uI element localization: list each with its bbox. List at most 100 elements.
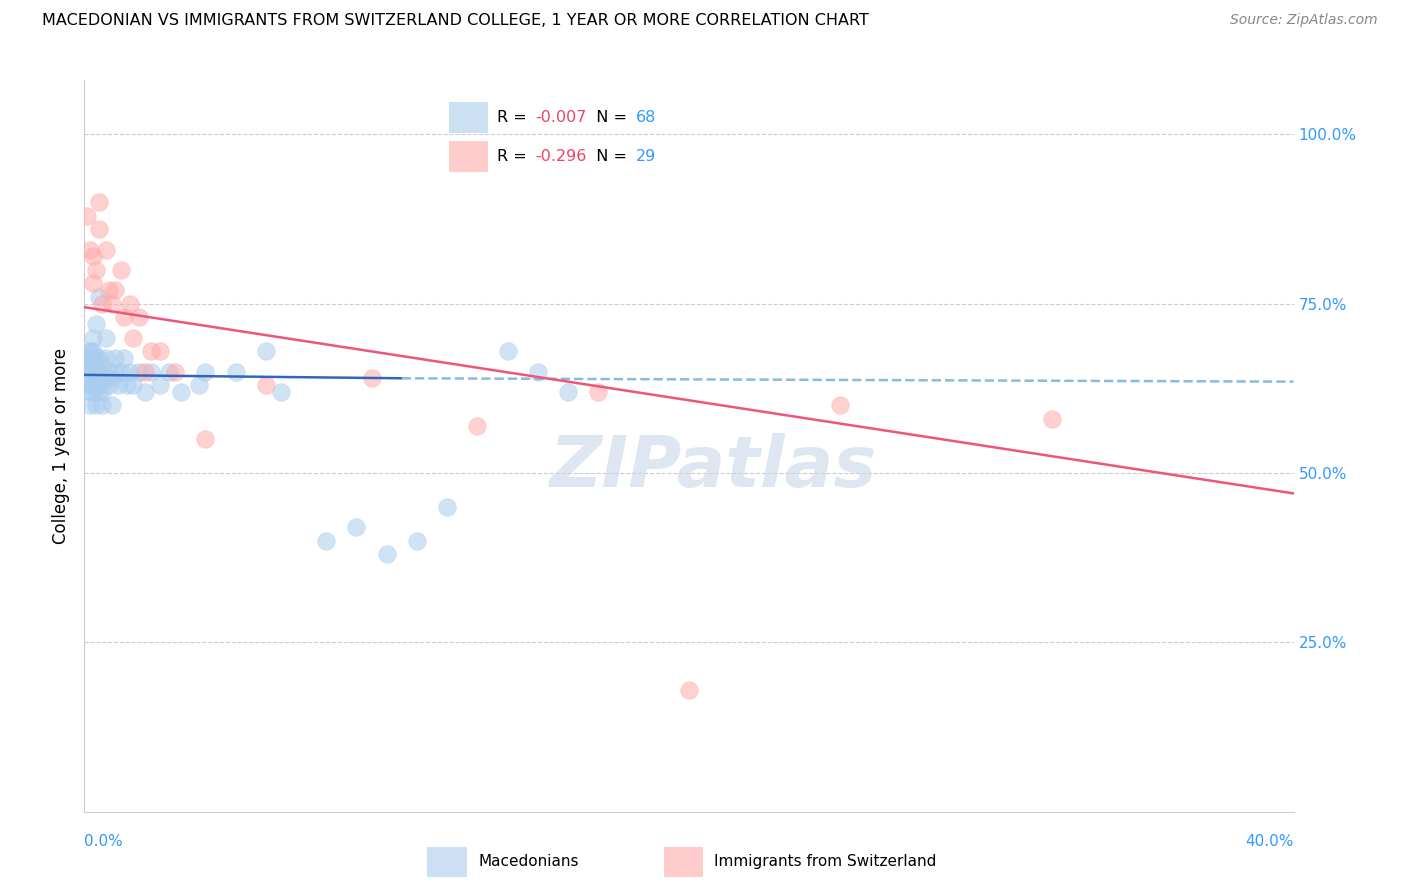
Text: Source: ZipAtlas.com: Source: ZipAtlas.com <box>1230 13 1378 28</box>
Point <box>375 547 398 561</box>
Point <box>225 364 247 378</box>
Point <box>467 418 489 433</box>
Point <box>91 384 114 399</box>
Text: N =: N = <box>586 110 631 125</box>
Point <box>100 398 122 412</box>
Point <box>76 371 98 385</box>
Point <box>91 398 114 412</box>
Point <box>86 317 108 331</box>
Point <box>76 209 98 223</box>
Text: 68: 68 <box>636 110 657 125</box>
Point <box>112 310 135 325</box>
Point <box>115 378 138 392</box>
Text: R =: R = <box>496 149 531 164</box>
Point <box>128 364 150 378</box>
Point <box>86 263 108 277</box>
Point <box>79 344 101 359</box>
Point <box>76 351 98 365</box>
Point <box>76 364 98 378</box>
Text: R =: R = <box>496 110 531 125</box>
Point <box>346 520 368 534</box>
Point <box>100 371 122 385</box>
Point <box>134 364 156 378</box>
Point <box>100 297 122 311</box>
Point <box>526 364 548 378</box>
Text: ZIPatlas: ZIPatlas <box>550 434 877 502</box>
Point <box>86 398 108 412</box>
Point <box>91 358 114 372</box>
Point <box>82 378 104 392</box>
Point <box>254 344 277 359</box>
Point <box>139 364 162 378</box>
Bar <box>450 141 488 172</box>
Point <box>82 249 104 263</box>
Text: Immigrants from Switzerland: Immigrants from Switzerland <box>714 855 936 869</box>
Point <box>89 290 111 304</box>
Text: -0.296: -0.296 <box>536 149 586 164</box>
Point <box>89 195 111 210</box>
Point <box>76 378 98 392</box>
Point <box>315 533 337 548</box>
Point <box>360 371 382 385</box>
Point <box>194 364 217 378</box>
Text: Macedonians: Macedonians <box>478 855 578 869</box>
Point <box>82 331 104 345</box>
Point <box>79 384 101 399</box>
Point <box>82 384 104 399</box>
Point <box>79 344 101 359</box>
Bar <box>664 847 703 877</box>
Point <box>89 371 111 385</box>
Point <box>94 331 117 345</box>
Point <box>82 277 104 291</box>
Point <box>830 398 852 412</box>
Point <box>89 222 111 236</box>
Point <box>104 364 127 378</box>
Point <box>82 351 104 365</box>
Point <box>588 384 610 399</box>
Point <box>97 283 120 297</box>
Text: 40.0%: 40.0% <box>1246 834 1294 849</box>
Text: 29: 29 <box>636 149 657 164</box>
Point <box>118 297 141 311</box>
Point <box>139 344 162 359</box>
Point <box>118 364 141 378</box>
Point <box>79 364 101 378</box>
Point <box>79 371 101 385</box>
Point <box>406 533 429 548</box>
Point <box>89 384 111 399</box>
Text: MACEDONIAN VS IMMIGRANTS FROM SWITZERLAND COLLEGE, 1 YEAR OR MORE CORRELATION CH: MACEDONIAN VS IMMIGRANTS FROM SWITZERLAN… <box>42 13 869 29</box>
Point <box>170 384 193 399</box>
Point <box>157 364 180 378</box>
Y-axis label: College, 1 year or more: College, 1 year or more <box>52 348 70 544</box>
Point <box>436 500 458 514</box>
Point <box>89 351 111 365</box>
Point <box>86 378 108 392</box>
Point <box>149 378 172 392</box>
Point <box>104 283 127 297</box>
Text: N =: N = <box>586 149 631 164</box>
Point <box>97 378 120 392</box>
Point <box>94 371 117 385</box>
Point <box>89 364 111 378</box>
Point <box>94 243 117 257</box>
Point <box>82 371 104 385</box>
Point <box>97 364 120 378</box>
Point <box>79 358 101 372</box>
Point <box>128 310 150 325</box>
Point <box>121 378 143 392</box>
Bar <box>450 102 488 133</box>
Point <box>82 344 104 359</box>
Point <box>110 263 132 277</box>
Point <box>91 297 114 311</box>
Point <box>254 378 277 392</box>
Point <box>496 344 519 359</box>
Point <box>163 364 186 378</box>
Point <box>134 384 156 399</box>
Point <box>1040 412 1063 426</box>
Point <box>82 364 104 378</box>
Bar <box>427 847 467 877</box>
Point <box>94 351 117 365</box>
Point <box>678 682 700 697</box>
Point <box>121 331 143 345</box>
Point <box>76 358 98 372</box>
